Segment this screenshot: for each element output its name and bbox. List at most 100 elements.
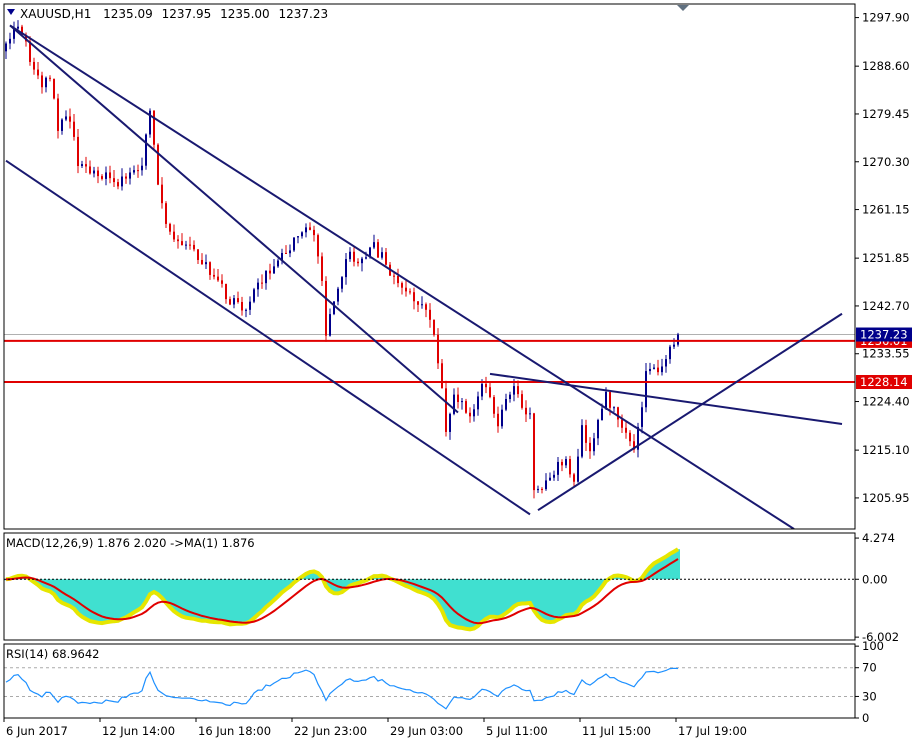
candle-body [57,98,59,131]
macd-histogram-bar [448,579,452,625]
candle-body [405,287,407,292]
macd-histogram-bar [596,579,600,592]
candle-body [581,425,583,457]
candle-body [89,166,91,174]
macd-histogram-bar [256,579,260,615]
candle-body [653,367,655,369]
axes-layer: 1297.90 1288.60 1279.45 1270.30 1261.15 1251.… [3,3,912,738]
candle-body [161,184,163,204]
trendline[interactable] [9,24,795,529]
candle-body [505,398,507,410]
macd-histogram-bar [144,579,148,602]
macd-histogram-bar [532,579,536,611]
macd-histogram-bar [220,579,224,623]
time-tick-label: 29 Jun 03:00 [390,724,463,738]
trendline[interactable] [9,24,459,414]
macd-histogram-bar [468,579,472,630]
macd-histogram-bar [348,579,352,586]
candle-body [53,78,55,99]
candle-body [125,176,127,179]
candle-body [657,367,659,373]
candle-body [65,116,67,120]
candle-body [537,488,539,491]
time-tick-label: 16 Jun 18:00 [198,724,271,738]
candle-body [453,394,455,414]
macd-histogram-bar [488,579,492,617]
macd-histogram-bar [92,579,96,622]
macd-histogram-bar [440,579,444,611]
candle-body [357,261,359,264]
macd-histogram-bar [212,579,216,623]
candle-body [561,461,563,466]
candle-body [21,26,23,35]
macd-histogram-bar [400,579,404,585]
macd-pane [4,547,855,632]
macd-histogram-bar [508,579,512,611]
candle-body [601,408,603,420]
macd-histogram-bar [600,579,604,587]
candle-body [513,386,515,395]
rsi-line [5,667,679,710]
candle-body [433,319,435,335]
candle-body [173,231,175,240]
price-tick-label: 1242.70 [862,299,910,313]
candle-body [413,292,415,302]
chart-menu-arrow-icon[interactable] [7,9,15,15]
candle-body [229,299,231,305]
macd-histogram-bar [148,579,152,595]
macd-histogram-bar [332,579,336,594]
macd-histogram-bar [72,579,76,609]
macd-histogram-bar [36,579,40,586]
candle-body [525,407,527,415]
candle-body [493,397,495,414]
macd-histogram-bar [480,579,484,622]
candle-body [377,242,379,258]
macd-histogram-bar [76,579,80,614]
macd-histogram-bar [552,579,556,622]
candle-body [577,456,579,482]
candle-body [281,252,283,261]
candle-body [481,383,483,397]
price-tick-label: 1251.85 [862,251,910,265]
candle-body [193,244,195,250]
macd-histogram-bar [204,579,208,621]
candle-body [517,386,519,395]
ohlc-close: 1237.23 [279,7,329,21]
candle-body [321,256,323,281]
candle-body [237,298,239,302]
candle-body [485,383,487,388]
macd-histogram-bar [244,579,248,624]
symbol-label: XAUUSD,H1 [20,7,91,21]
macd-histogram-bar [316,573,320,580]
macd-histogram-bar [264,579,268,608]
macd-histogram-bar [104,579,108,623]
macd-histogram-bar [84,579,88,619]
trendline[interactable] [537,312,843,512]
macd-histogram-bar [676,549,680,580]
macd-histogram-bar [432,579,436,600]
trendline[interactable] [489,372,843,425]
price-tick-label: 1297.90 [862,11,910,25]
candle-body [117,182,119,187]
macd-histogram-bar [108,579,112,622]
candle-body [329,314,331,336]
macd-signal-line [5,558,679,625]
rsi-tick-label: 0 [862,711,869,725]
candle-body [465,401,467,413]
candle-body [425,304,427,310]
macd-histogram-bar [528,579,532,603]
candle-body [233,298,235,305]
candle-body [381,252,383,258]
candle-body [569,459,571,475]
candle-body [333,301,335,315]
macd-histogram-bar [172,579,176,612]
shift-marker-icon[interactable] [677,5,689,11]
candle-body [509,394,511,399]
macd-histogram-bar [88,579,92,622]
candle-body [45,77,47,88]
candle-body [149,110,151,135]
trendline[interactable] [5,159,531,516]
candle-body [473,409,475,417]
